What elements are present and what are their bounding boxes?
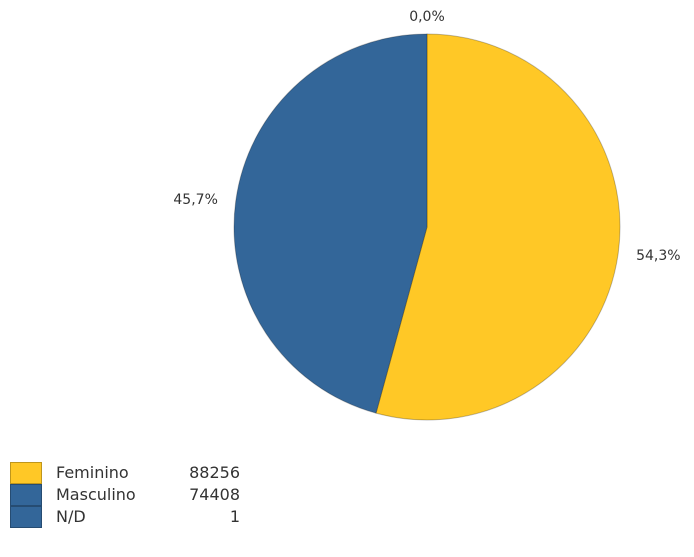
slice-label-masculino: 45,7% [173,192,217,208]
pie-slice-masculino[interactable] [233,33,428,414]
legend-item-nd[interactable]: N/D 1 [10,506,270,528]
legend-value-masculino: 74408 [189,485,240,504]
pie-slice-labels: 54,3% 45,7% 0,0% [173,9,680,264]
slice-label-nd: 0,0% [409,9,445,25]
legend-swatch-nd [10,506,42,528]
legend-item-masculino[interactable]: Masculino 74408 [10,484,270,506]
legend-label-nd: N/D [56,507,86,526]
legend-swatch-masculino [10,484,42,506]
pie-chart-canvas: 54,3% 45,7% 0,0% [173,9,681,421]
legend-item-feminino[interactable]: Feminino 88256 [10,462,270,484]
legend-label-masculino: Masculino [56,485,136,504]
legend-value-nd: 1 [229,507,240,526]
legend-swatch-feminino [10,462,42,484]
legend-value-feminino: 88256 [189,463,240,482]
legend: Feminino 88256 Masculino 74408 N/D 1 [10,462,270,528]
slice-label-feminino: 54,3% [636,248,680,264]
pie-slices [233,33,621,421]
pie-slice-feminino[interactable] [375,33,621,421]
legend-label-feminino: Feminino [56,463,129,482]
